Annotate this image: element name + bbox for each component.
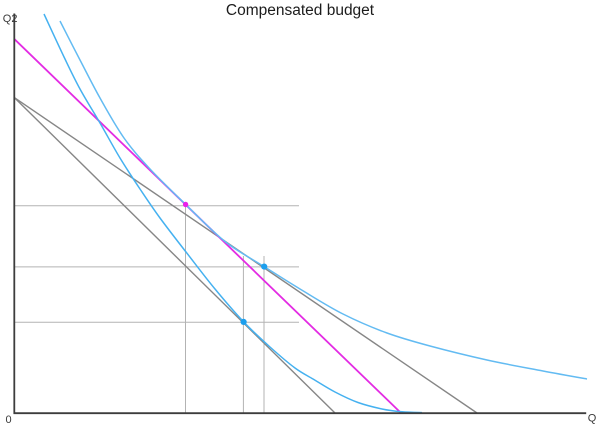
svg-text:0: 0 (6, 414, 12, 426)
svg-text:Q2: Q2 (3, 13, 18, 25)
svg-text:Q: Q (588, 413, 597, 425)
